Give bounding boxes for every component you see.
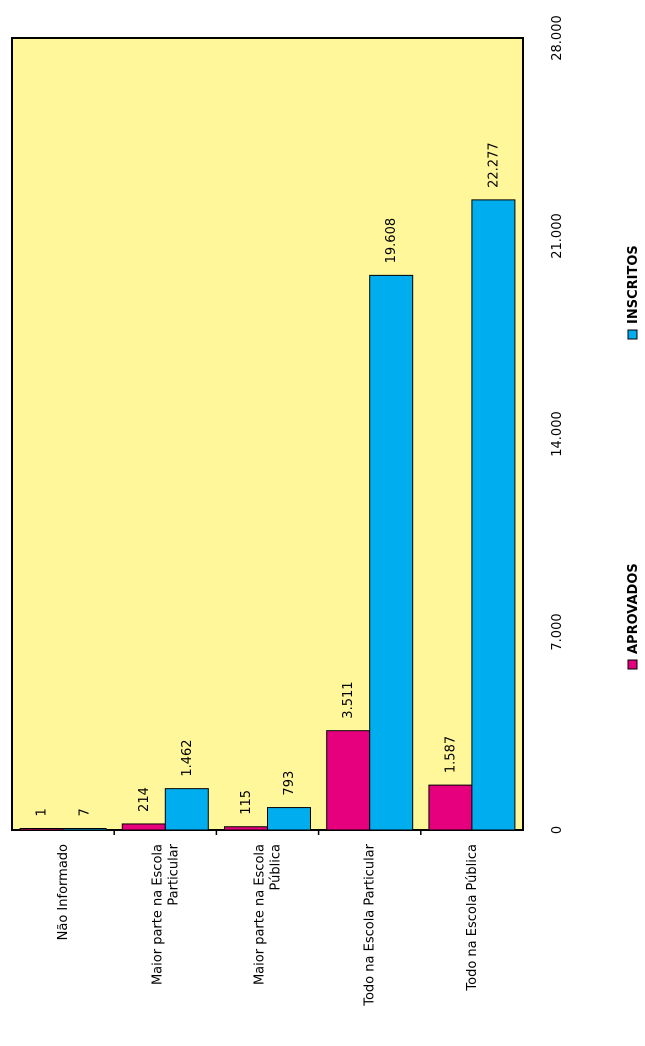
bar-aprovados-2 (224, 826, 268, 831)
category-label: Maior parte na EscolaParticular (150, 843, 181, 985)
bar-inscritos-0 (62, 828, 107, 831)
value-tick-label: 7.000 (550, 613, 565, 650)
legend-swatch-inscritos (627, 329, 638, 340)
bar-inscritos-2 (267, 807, 311, 831)
bar-aprovados-1 (121, 823, 166, 831)
value-tick-label: 0 (550, 826, 565, 834)
data-label: 7 (78, 808, 93, 816)
bar-aprovados-0 (19, 828, 64, 831)
category-label: Não Informado (56, 844, 71, 940)
value-tick-label: 28.000 (550, 15, 565, 61)
data-label: 3.511 (341, 681, 356, 718)
bar-aprovados-3 (326, 730, 371, 831)
bar-inscritos-1 (164, 788, 209, 831)
data-label: 115 (239, 790, 254, 815)
data-label: 19.608 (384, 218, 399, 264)
value-tick-label: 21.000 (550, 213, 565, 259)
data-label: 214 (137, 787, 152, 812)
data-label: 1.587 (443, 736, 458, 773)
legend-label-inscritos: INSCRITOS (626, 245, 641, 324)
category-label: Todo na Escola Particular (363, 843, 378, 1006)
legend-swatch-aprovados (627, 659, 638, 670)
category-label: Todo na Escola Pública (465, 844, 480, 992)
legend-label-aprovados: APROVADOS (626, 563, 641, 654)
data-label: 1.462 (180, 739, 195, 776)
category-label: Maior parte na EscolaPública (253, 844, 284, 985)
data-label: 22.277 (486, 142, 501, 188)
bar-inscritos-4 (471, 199, 516, 831)
bar-aprovados-4 (428, 784, 473, 831)
data-label: 793 (282, 771, 297, 796)
data-label: 1 (35, 808, 50, 816)
bar-inscritos-3 (369, 274, 414, 831)
value-tick-label: 14.000 (550, 411, 565, 457)
plot-area (11, 37, 524, 831)
